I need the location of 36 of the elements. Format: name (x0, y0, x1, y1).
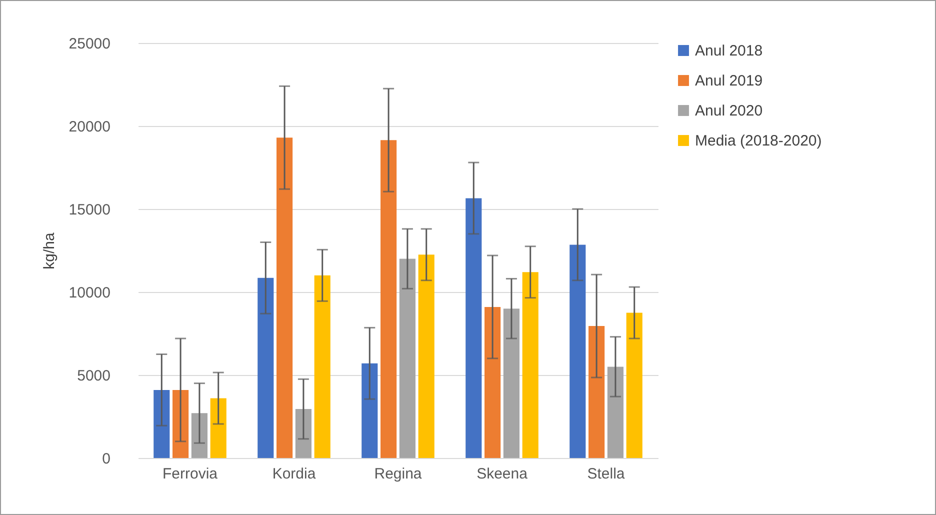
y-tick-label: 25000 (68, 36, 110, 52)
bar (503, 308, 520, 458)
bar (399, 258, 416, 458)
bar (258, 278, 274, 458)
bar (626, 312, 642, 458)
legend-label: Anul 2019 (695, 72, 763, 90)
bar (570, 244, 586, 458)
bar (522, 272, 538, 458)
legend-label: Anul 2020 (695, 102, 763, 120)
legend-label: Anul 2018 (695, 42, 763, 60)
bar (466, 198, 482, 458)
bar (276, 138, 293, 458)
bar (380, 140, 397, 458)
y-tick-label: 0 (102, 450, 110, 468)
y-tick-label: 20000 (68, 118, 110, 136)
bar (210, 398, 226, 458)
bar (362, 363, 378, 458)
bar (314, 275, 330, 458)
x-tick-label: Regina (374, 466, 422, 482)
x-tick-label: Stella (587, 466, 626, 482)
bar (191, 413, 208, 458)
y-axis-title: kg/ha (40, 232, 58, 270)
y-tick-label: 5000 (77, 368, 110, 384)
x-tick-label: Skeena (476, 466, 528, 482)
bar (295, 409, 312, 458)
bar (154, 390, 170, 458)
bar (484, 306, 501, 458)
y-tick-label: 10000 (68, 284, 110, 302)
x-tick-label: Ferrovia (162, 466, 218, 482)
bar (607, 366, 624, 458)
y-tick-label: 15000 (68, 202, 110, 218)
bar (588, 326, 605, 458)
x-tick-label: Kordia (272, 466, 316, 482)
legend-label: Media (2018-2020) (695, 132, 822, 150)
bar (172, 390, 189, 458)
bar (418, 254, 434, 458)
